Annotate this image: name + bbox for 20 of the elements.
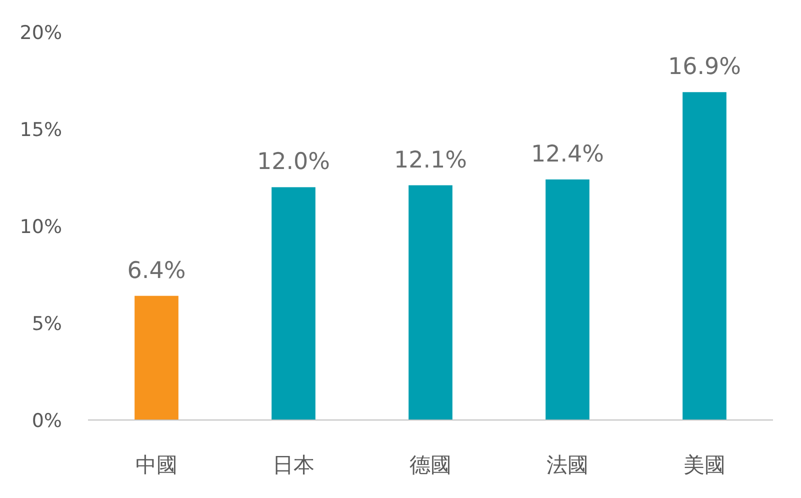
y-tick-label: 5% — [32, 313, 62, 335]
bar — [134, 296, 178, 420]
bar — [546, 179, 590, 420]
data-label: 12.4% — [530, 141, 604, 168]
x-tick-label: 美國 — [684, 453, 726, 477]
x-tick-label: 中國 — [136, 453, 178, 477]
y-tick-label: 0% — [32, 410, 62, 432]
data-label: 16.9% — [668, 54, 742, 80]
x-tick-label: 法國 — [546, 453, 588, 477]
y-tick-label: 20% — [20, 22, 62, 44]
x-tick-label: 日本 — [272, 453, 314, 477]
y-tick-label: 10% — [20, 216, 62, 238]
data-label: 12.1% — [394, 147, 468, 174]
data-label: 12.0% — [256, 149, 330, 176]
bar — [272, 187, 316, 420]
data-label: 6.4% — [127, 258, 186, 284]
bar — [408, 185, 452, 420]
bar — [682, 92, 726, 420]
x-tick-label: 德國 — [410, 453, 452, 477]
y-tick-label: 15% — [20, 119, 62, 141]
